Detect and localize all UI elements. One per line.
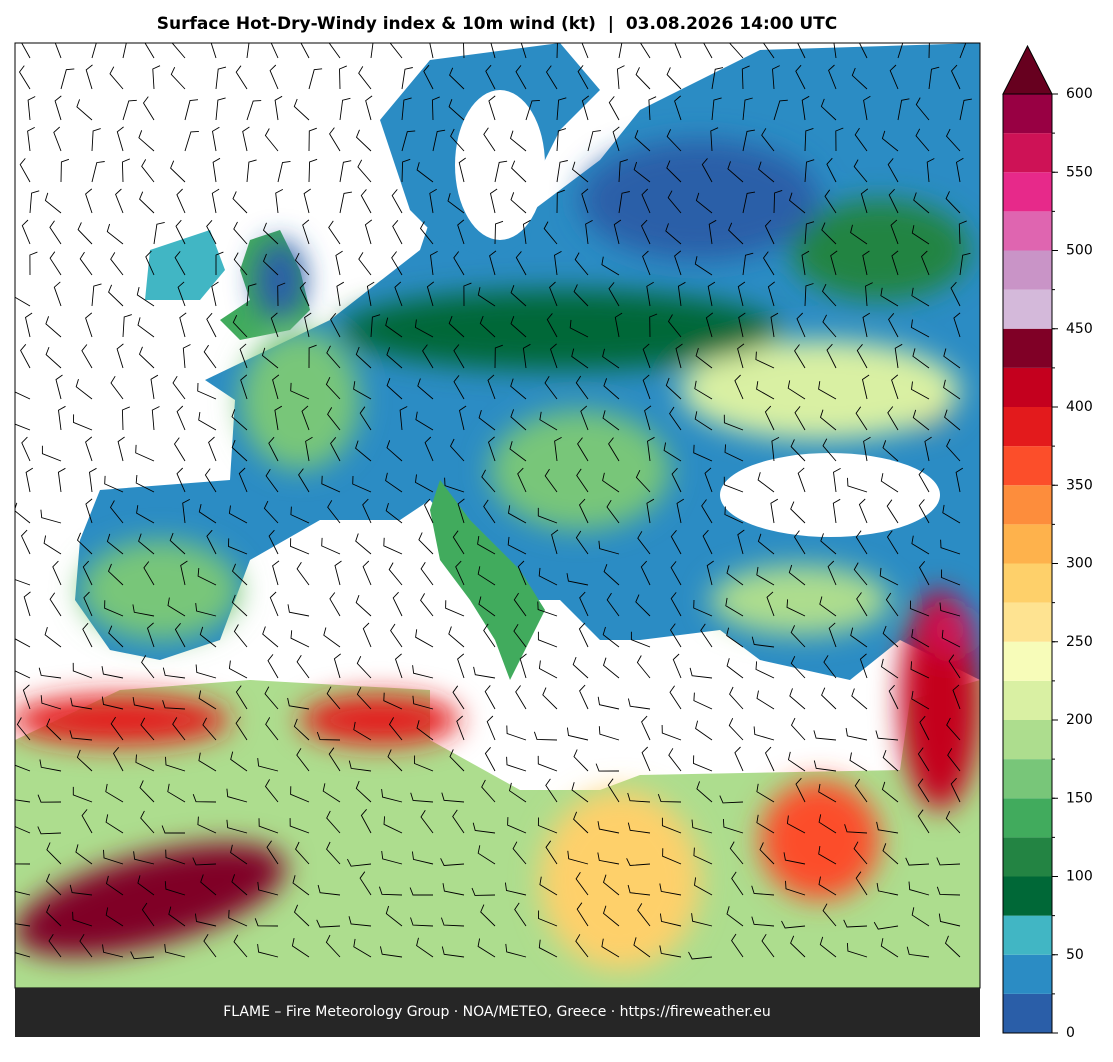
map bbox=[15, 43, 980, 988]
colorbar-band bbox=[1003, 367, 1052, 407]
colorbar-tick-label: 450 bbox=[1066, 321, 1093, 337]
colorbar: 0 50 100 150 200 250 300 350 400 450 500 550 600 bbox=[1002, 44, 1093, 1041]
colorbar-tick-label: 200 bbox=[1066, 712, 1093, 728]
colorbar-band bbox=[1003, 250, 1052, 290]
colorbar-band bbox=[1003, 602, 1052, 642]
wind-barbs bbox=[15, 43, 972, 960]
colorbar-band bbox=[1003, 289, 1052, 329]
black-sea bbox=[720, 453, 940, 537]
land-ireland bbox=[145, 230, 225, 300]
colorbar-band bbox=[1003, 446, 1052, 486]
colorbar-tick-label: 150 bbox=[1066, 790, 1093, 806]
colorbar-tick-label: 350 bbox=[1066, 477, 1093, 493]
colorbar-tick-label: 500 bbox=[1066, 243, 1093, 259]
land-africa bbox=[15, 680, 980, 988]
colorbar-band bbox=[1003, 759, 1052, 799]
colorbar-band bbox=[1003, 211, 1052, 251]
colorbar-band bbox=[1003, 485, 1052, 525]
colorbar-tick-label: 50 bbox=[1066, 947, 1084, 963]
colorbar-tick-label: 0 bbox=[1066, 1025, 1075, 1041]
colorbar-band bbox=[1003, 954, 1052, 994]
colorbar-band bbox=[1003, 720, 1052, 760]
colorbar-band bbox=[1003, 641, 1052, 681]
colorbar-band bbox=[1003, 407, 1052, 447]
colorbar-tick-label: 400 bbox=[1066, 399, 1093, 415]
colorbar-tick-label: 100 bbox=[1066, 869, 1093, 885]
index-field bbox=[15, 140, 980, 970]
colorbar-band bbox=[1003, 915, 1052, 955]
colorbar-band bbox=[1003, 563, 1052, 603]
footer-text: FLAME – Fire Meteorology Group · NOA/MET… bbox=[223, 1004, 771, 1020]
colorbar-band bbox=[1003, 680, 1052, 720]
colorbar-band bbox=[1003, 328, 1052, 368]
colorbar-band bbox=[1003, 876, 1052, 916]
colorbar-band bbox=[1003, 94, 1052, 134]
colorbar-band bbox=[1003, 837, 1052, 877]
colorbar-extension bbox=[1002, 44, 1053, 95]
colorbar-tick-label: 550 bbox=[1066, 164, 1093, 180]
colorbar-tick-label: 300 bbox=[1066, 556, 1093, 572]
colorbar-band bbox=[1003, 172, 1052, 212]
colorbar-band bbox=[1003, 798, 1052, 838]
footer-bar bbox=[15, 988, 980, 1037]
title: Surface Hot-Dry-Windy index & 10m wind (… bbox=[157, 14, 837, 34]
colorbar-band bbox=[1003, 524, 1052, 564]
colorbar-tick-label: 250 bbox=[1066, 634, 1093, 650]
colorbar-band bbox=[1003, 133, 1052, 173]
colorbar-tick-label: 600 bbox=[1066, 86, 1093, 102]
colorbar-band bbox=[1003, 993, 1052, 1033]
baltic-sea bbox=[455, 90, 545, 240]
